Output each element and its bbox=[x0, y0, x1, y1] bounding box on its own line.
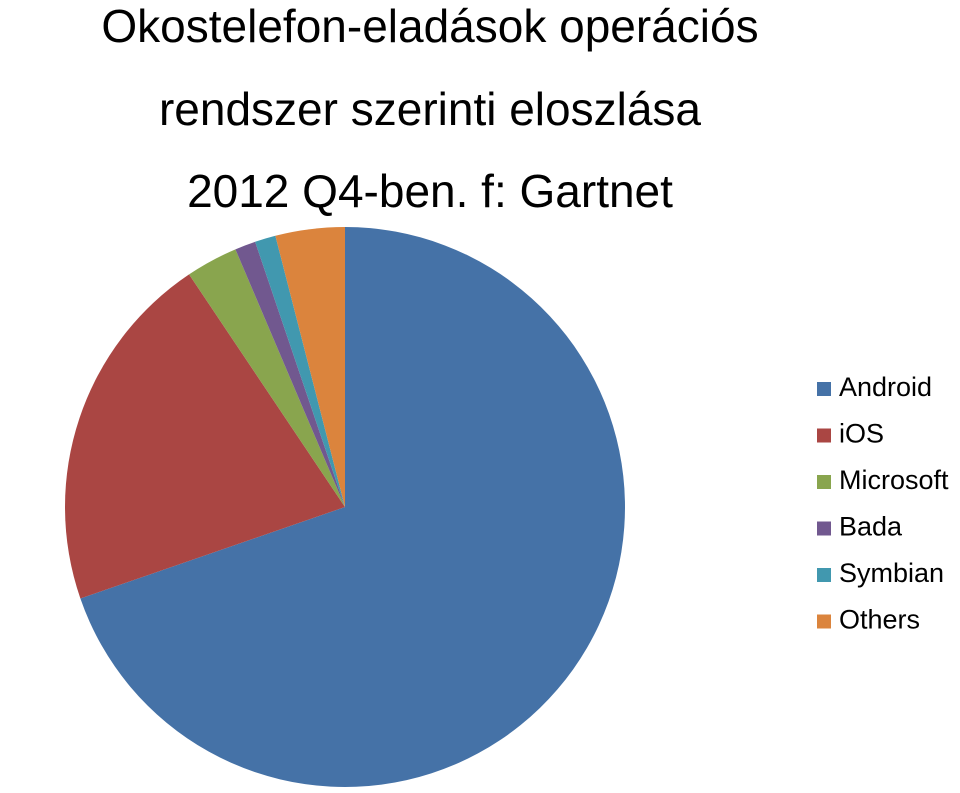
legend-label: Bada bbox=[839, 512, 903, 542]
pie-slice bbox=[275, 227, 345, 507]
pie-slice bbox=[65, 274, 345, 599]
legend-label: iOS bbox=[839, 419, 884, 449]
legend-swatch bbox=[817, 614, 831, 629]
pie-slice bbox=[235, 241, 345, 507]
legend-swatch bbox=[817, 521, 831, 536]
legend-label: Symbian bbox=[839, 558, 944, 588]
legend-label: Android bbox=[839, 372, 932, 402]
legend-label: Microsoft bbox=[839, 465, 949, 495]
legend-swatch bbox=[817, 428, 831, 443]
chart-title: Okostelefon-eladások operációs bbox=[101, 0, 758, 52]
chart-title: rendszer szerinti eloszlása bbox=[159, 83, 701, 135]
pie-slice bbox=[189, 249, 345, 507]
pie-slice bbox=[255, 235, 345, 507]
pie-slice bbox=[80, 227, 626, 787]
legend-label: Others bbox=[839, 605, 920, 635]
legend-swatch bbox=[817, 568, 831, 582]
legend-swatch bbox=[817, 475, 831, 489]
chart-title: 2012 Q4-ben. f: Gartnet bbox=[187, 165, 673, 217]
legend-swatch bbox=[817, 382, 831, 396]
